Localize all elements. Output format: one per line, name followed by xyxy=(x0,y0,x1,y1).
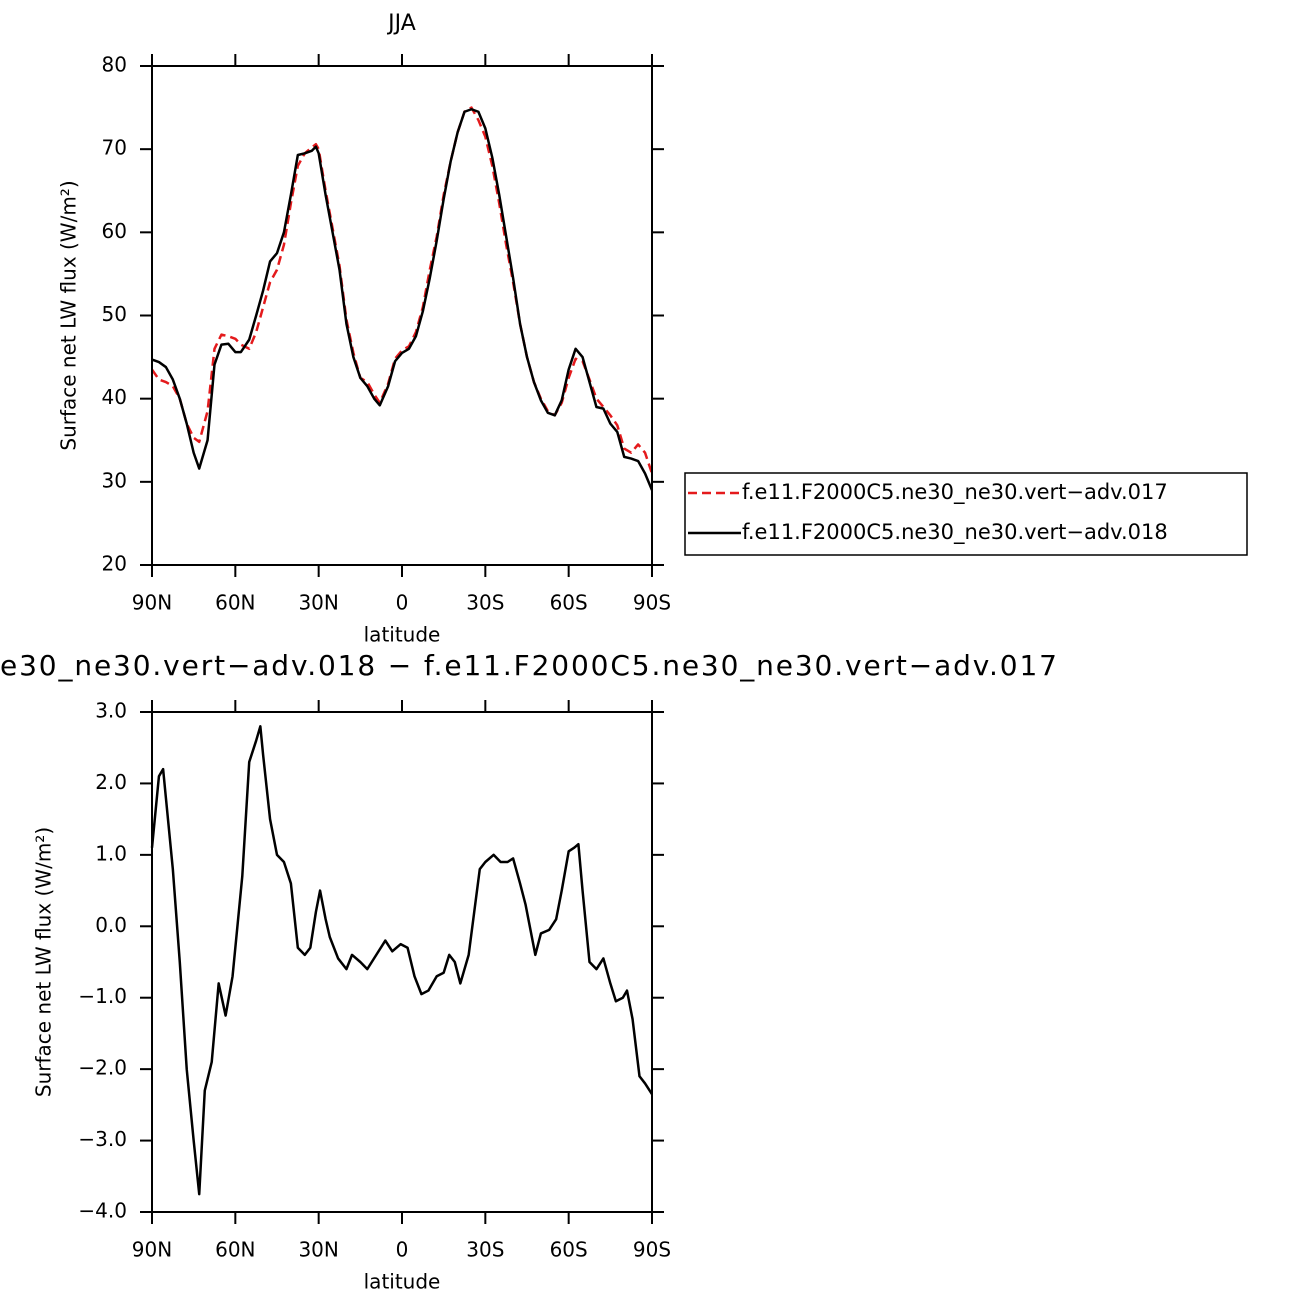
x-tick-label: 0 xyxy=(396,591,409,615)
y-axis-label: Surface net LW flux (W/m²) xyxy=(57,180,81,450)
y-tick-label: 2.0 xyxy=(95,770,127,794)
y-tick-label: −4.0 xyxy=(78,1199,127,1223)
legend-label: f.e11.F2000C5.ne30_ne30.vert−adv.018 xyxy=(742,520,1168,545)
y-axis-label: Surface net LW flux (W/m²) xyxy=(32,827,56,1097)
x-tick-label: 90N xyxy=(132,1238,172,1262)
y-tick-label: 50 xyxy=(102,302,127,326)
data-line xyxy=(151,108,654,491)
y-tick-label: 1.0 xyxy=(95,841,127,865)
legend-box xyxy=(684,472,1248,556)
plot-frame xyxy=(151,711,653,1213)
x-tick-label: 30S xyxy=(466,1238,504,1262)
x-tick-label: 60S xyxy=(550,1238,588,1262)
y-tick-label: −1.0 xyxy=(78,984,127,1008)
y-tick-label: 70 xyxy=(102,136,127,160)
x-tick-label: 0 xyxy=(396,1238,409,1262)
chart-title: e30_ne30.vert−adv.018 − f.e11.F2000C5.ne… xyxy=(0,649,1057,682)
x-tick-label: 60S xyxy=(550,591,588,615)
data-line xyxy=(150,725,654,1196)
legend-label: f.e11.F2000C5.ne30_ne30.vert−adv.017 xyxy=(742,480,1168,505)
x-tick-label: 30S xyxy=(466,591,504,615)
y-tick-label: 0.0 xyxy=(95,913,127,937)
y-tick-label: 40 xyxy=(102,385,127,409)
x-tick-label: 90N xyxy=(132,591,172,615)
x-axis-label: latitude xyxy=(364,1270,441,1294)
y-tick-label: 80 xyxy=(102,53,127,77)
y-tick-label: −3.0 xyxy=(78,1127,127,1151)
y-tick-label: 20 xyxy=(102,552,127,576)
x-tick-label: 30N xyxy=(298,1238,338,1262)
chart-title: JJA xyxy=(386,11,416,36)
x-tick-label: 30N xyxy=(298,591,338,615)
x-tick-label: 60N xyxy=(215,1238,255,1262)
y-tick-label: −2.0 xyxy=(78,1056,127,1080)
x-tick-label: 60N xyxy=(215,591,255,615)
y-tick-label: 30 xyxy=(102,468,127,492)
y-tick-label: 60 xyxy=(102,219,127,243)
x-tick-label: 90S xyxy=(633,1238,671,1262)
data-line xyxy=(150,106,654,474)
x-tick-label: 90S xyxy=(633,591,671,615)
y-tick-label: 3.0 xyxy=(95,699,127,723)
x-axis-label: latitude xyxy=(364,623,441,647)
plot-frame xyxy=(151,65,653,566)
